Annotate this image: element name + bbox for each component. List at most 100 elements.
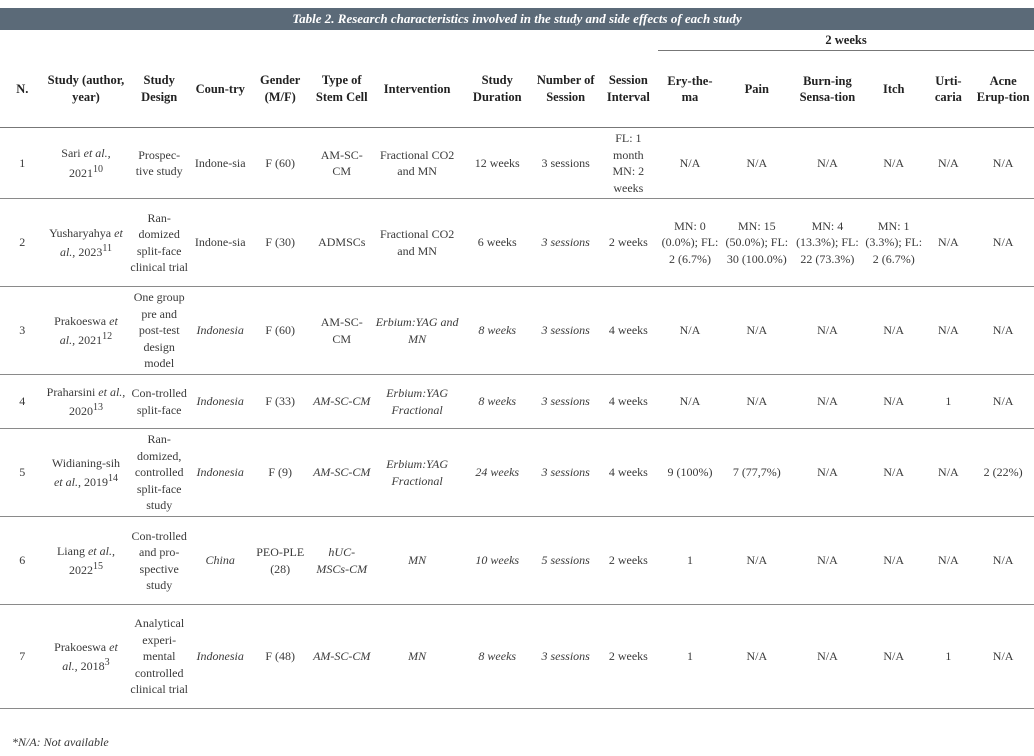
cell-interval: 4 weeks — [598, 286, 659, 375]
cell-country: Indonesia — [191, 374, 250, 429]
cell-sessions: 3 sessions — [532, 286, 599, 375]
cell-duration: 8 weeks — [461, 286, 533, 375]
cell-acne: N/A — [972, 374, 1034, 429]
cell-erythema: MN: 0 (0.0%); FL: 2 (6.7%) — [658, 198, 722, 287]
cell-erythema: 1 — [658, 516, 722, 605]
cell-sessions: 3 sessions — [532, 604, 599, 709]
cell-pain: 7 (77,7%) — [721, 428, 792, 517]
cell-intervention: Erbium:YAG Fractional — [372, 428, 462, 517]
cell-design: One group pre and post-test design model — [127, 286, 192, 375]
cell-duration: 10 weeks — [461, 516, 533, 605]
cell-duration: 8 weeks — [461, 604, 533, 709]
col-header: Gender (M/F) — [249, 50, 311, 128]
cell-acne: N/A — [972, 604, 1034, 709]
cell-burning: N/A — [791, 127, 863, 199]
cell-study: Prakoeswa et al., 20183 — [44, 604, 128, 709]
cell-gender: F (48) — [249, 604, 311, 709]
cell-study: Widianing-sih et al., 201914 — [44, 428, 128, 517]
col-header: N. — [0, 50, 45, 128]
cell-duration: 8 weeks — [461, 374, 533, 429]
cell-duration: 12 weeks — [461, 127, 533, 199]
cell-burning: N/A — [791, 604, 863, 709]
cell-n: 7 — [0, 604, 45, 709]
cell-urticaria: N/A — [924, 127, 973, 199]
cell-sessions: 5 sessions — [532, 516, 599, 605]
cell-urticaria: 1 — [924, 604, 973, 709]
cell-burning: N/A — [791, 286, 863, 375]
cell-design: Con-trolled and pro-spective study — [127, 516, 192, 605]
cell-pain: MN: 15 (50.0%); FL: 30 (100.0%) — [721, 198, 792, 287]
cell-intervention: Erbium:YAG Fractional — [372, 374, 462, 429]
cell-interval: 4 weeks — [598, 374, 659, 429]
cell-itch: MN: 1 (3.3%); FL: 2 (6.7%) — [862, 198, 925, 287]
cell-n: 3 — [0, 286, 45, 375]
cell-sessions: 3 sessions — [532, 374, 599, 429]
cell-country: Indone-sia — [191, 127, 250, 199]
cell-study: Sari et al., 202110 — [44, 127, 128, 199]
col-header: Urti-caria — [924, 50, 973, 128]
table-row: 4 Praharsini et al., 202013 Con-trolled … — [0, 374, 1034, 429]
cell-sessions: 3 sessions — [532, 127, 599, 199]
cell-interval: 2 weeks — [598, 604, 659, 709]
cell-stem-cell: AM-SC-CM — [310, 286, 373, 375]
cell-n: 1 — [0, 127, 45, 199]
cell-acne: N/A — [972, 198, 1034, 287]
cell-itch: N/A — [862, 516, 925, 605]
cell-gender: PEO-PLE (28) — [249, 516, 311, 605]
cell-pain: N/A — [721, 127, 792, 199]
cell-erythema: 9 (100%) — [658, 428, 722, 517]
cell-gender: F (30) — [249, 198, 311, 287]
cell-study: Yusharyahya et al., 202311 — [44, 198, 128, 287]
table-row: 3 Prakoeswa et al., 202112 One group pre… — [0, 286, 1034, 375]
cell-erythema: N/A — [658, 127, 722, 199]
col-header: Type of Stem Cell — [310, 50, 373, 128]
col-header: Intervention — [372, 50, 462, 128]
table-row: 7 Prakoeswa et al., 20183 Analytical exp… — [0, 604, 1034, 709]
cell-stem-cell: AM-SC-CM — [310, 604, 373, 709]
cell-acne: N/A — [972, 516, 1034, 605]
cell-sessions: 3 sessions — [532, 198, 599, 287]
cell-sessions: 3 sessions — [532, 428, 599, 517]
cell-erythema: N/A — [658, 286, 722, 375]
cell-itch: N/A — [862, 127, 925, 199]
cell-acne: 2 (22%) — [972, 428, 1034, 517]
col-header: Acne Erup-tion — [972, 50, 1034, 128]
cell-duration: 24 weeks — [461, 428, 533, 517]
cell-burning: N/A — [791, 516, 863, 605]
cell-acne: N/A — [972, 127, 1034, 199]
cell-stem-cell: hUC-MSCs-CM — [310, 516, 373, 605]
table-row: 2 Yusharyahya et al., 202311 Ran-domized… — [0, 198, 1034, 287]
cell-erythema: N/A — [658, 374, 722, 429]
cell-country: China — [191, 516, 250, 605]
cell-country: Indonesia — [191, 604, 250, 709]
cell-acne: N/A — [972, 286, 1034, 375]
cell-pain: N/A — [721, 374, 792, 429]
cell-design: Con-trolled split-face — [127, 374, 192, 429]
cell-pain: N/A — [721, 604, 792, 709]
cell-stem-cell: AM-SC-CM — [310, 428, 373, 517]
cell-erythema: 1 — [658, 604, 722, 709]
cell-n: 2 — [0, 198, 45, 287]
cell-duration: 6 weeks — [461, 198, 533, 287]
cell-design: Ran-domized split-face clinical trial — [127, 198, 192, 287]
cell-interval: FL: 1 month MN: 2 weeks — [598, 127, 659, 199]
cell-urticaria: N/A — [924, 198, 973, 287]
cell-intervention: MN — [372, 516, 462, 605]
cell-intervention: MN — [372, 604, 462, 709]
cell-gender: F (60) — [249, 286, 311, 375]
cell-n: 6 — [0, 516, 45, 605]
cell-interval: 2 weeks — [598, 516, 659, 605]
cell-pain: N/A — [721, 516, 792, 605]
cell-study: Praharsini et al., 202013 — [44, 374, 128, 429]
col-header: Study Design — [127, 50, 192, 128]
cell-n: 5 — [0, 428, 45, 517]
table-title: Table 2. Research characteristics involv… — [0, 8, 1034, 30]
cell-design: Ran-domized, controlled split-face study — [127, 428, 192, 517]
group-header-2-weeks: 2 weeks — [658, 30, 1034, 51]
cell-itch: N/A — [862, 604, 925, 709]
cell-gender: F (9) — [249, 428, 311, 517]
cell-stem-cell: AM-SC-CM — [310, 127, 373, 199]
cell-interval: 2 weeks — [598, 198, 659, 287]
cell-itch: N/A — [862, 286, 925, 375]
